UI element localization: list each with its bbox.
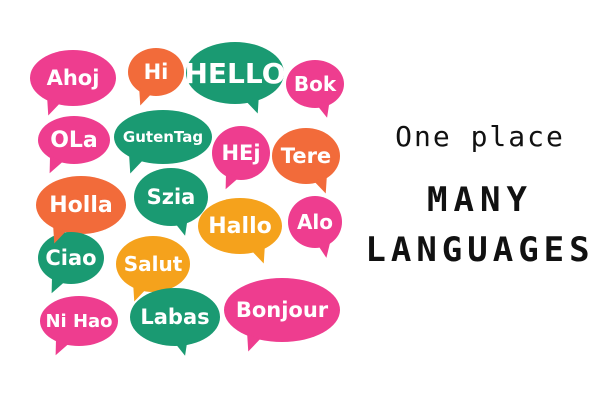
speech-tail (245, 96, 265, 116)
greeting-text: Ni Hao (45, 310, 113, 332)
greeting-text: Ciao (45, 246, 97, 270)
greeting-bubble: HELLO (184, 42, 286, 116)
greeting-text: Szia (146, 185, 196, 209)
greeting-bubble: Ciao (38, 232, 104, 297)
greeting-bubble: OLa (38, 116, 110, 177)
speech-tail (133, 88, 153, 108)
speech-tail (241, 334, 261, 354)
greeting-bubble: Bok (286, 60, 344, 120)
greeting-bubble: Szia (134, 168, 208, 238)
speech-tail (45, 275, 65, 297)
greeting-text: Hi (143, 60, 169, 84)
greeting-bubble: HEj (212, 126, 270, 193)
greeting-bubble: GutenTag (114, 110, 212, 176)
greeting-text: GutenTag (122, 128, 204, 146)
speech-tail (313, 176, 333, 196)
speech-tail (316, 100, 334, 120)
greeting-bubble: Ni Hao (40, 296, 118, 359)
greeting-text: Alo (296, 210, 334, 234)
greeting-text: OLa (50, 127, 98, 153)
speech-tail (41, 98, 61, 118)
greeting-bubble: Alo (288, 196, 342, 260)
greeting-text: Salut (123, 252, 183, 276)
greeting-text: Holla (49, 192, 113, 218)
greeting-text: Hallo (208, 213, 272, 239)
greeting-bubble: Holla (36, 176, 126, 246)
greeting-text: Ahoj (46, 66, 100, 90)
speech-tail (174, 338, 192, 358)
greeting-text: Bok (293, 72, 337, 96)
speech-tail (316, 240, 334, 260)
tagline-one-place: One place (395, 120, 565, 153)
greeting-bubble: Tere (272, 128, 340, 196)
greeting-text: HELLO (184, 56, 286, 90)
greeting-text: Labas (140, 305, 210, 329)
greeting-bubbles-illustration: Ahoj Hi HELLO Bok OLa GutenTag HEj Tere Holla Szi… (30, 42, 344, 359)
greeting-bubble: Salut (116, 236, 190, 304)
speech-tail (43, 155, 63, 177)
greeting-bubble: Hallo (198, 198, 282, 266)
tagline-languages: LANGUAGES (365, 230, 595, 270)
speech-tail (123, 156, 143, 176)
greeting-bubble: Ahoj (30, 50, 116, 118)
greeting-text: Tere (280, 144, 332, 168)
greeting-bubble: Bonjour (224, 278, 340, 354)
speech-tail (251, 246, 271, 266)
speech-tail (219, 171, 239, 193)
speech-tail (49, 337, 69, 359)
greeting-bubble: Labas (130, 288, 220, 358)
greeting-text: Bonjour (235, 298, 329, 322)
speech-tail (174, 218, 192, 238)
tagline-many: MANY (427, 180, 533, 220)
greeting-bubble: Hi (128, 48, 184, 108)
greeting-text: HEj (221, 141, 261, 165)
